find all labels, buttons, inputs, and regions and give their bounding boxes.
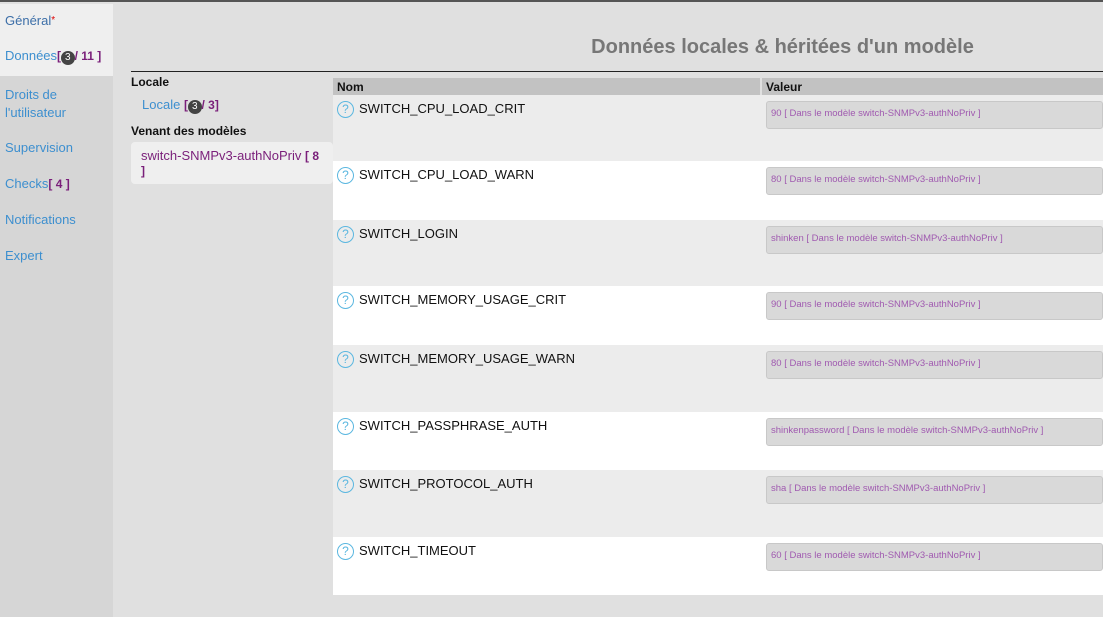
label: Checks [5, 176, 49, 191]
label: Données [5, 48, 58, 63]
value-field[interactable]: sha [ Dans le modèle switch-SNMPv3-authN… [766, 476, 1103, 504]
name-cell: ? SWITCH_CPU_LOAD_CRIT [333, 95, 761, 161]
sidebar-item-donnees[interactable]: Données[3/ 11 ] [5, 48, 102, 65]
help-icon[interactable]: ? [337, 351, 354, 369]
local-link[interactable]: Locale [3/ 3] [142, 97, 219, 114]
value-cell: 60 [ Dans le modèle switch-SNMPv3-authNo… [761, 537, 1103, 595]
label: Général [5, 13, 52, 28]
variable-name: SWITCH_CPU_LOAD_CRIT [359, 101, 526, 116]
value-field[interactable]: 90 [ Dans le modèle switch-SNMPv3-authNo… [766, 292, 1103, 320]
help-icon[interactable]: ? [337, 226, 354, 244]
total: 11 [81, 49, 94, 63]
count-badge: 3 [61, 51, 75, 65]
value-cell: 90 [ Dans le modèle switch-SNMPv3-authNo… [761, 95, 1103, 161]
name-cell: ? SWITCH_PROTOCOL_AUTH [333, 470, 761, 537]
sidebar-item-droits[interactable]: Droits de l'utilisateur [5, 87, 67, 120]
data-table: Nom Valeur ? SWITCH_CPU_LOAD_CRIT 90 [ Dan… [333, 78, 1103, 595]
value-cell: shinken [ Dans le modèle switch-SNMPv3-a… [761, 220, 1103, 286]
count: 8 [312, 149, 320, 163]
help-icon[interactable]: ? [337, 292, 354, 310]
sidebar: Général* Données[3/ 11 ] Droits de l'uti… [0, 4, 113, 617]
sidebar-item-checks[interactable]: Checks[ 4 ] [5, 176, 70, 191]
required-mark: * [51, 15, 56, 26]
value-field[interactable]: 80 [ Dans le modèle switch-SNMPv3-authNo… [766, 167, 1103, 195]
table-row: ? SWITCH_PASSPHRASE_AUTH shinkenpassword [… [333, 412, 1103, 470]
variable-name: SWITCH_PROTOCOL_AUTH [359, 476, 533, 491]
sidebar-item-general[interactable]: Général* [0, 12, 113, 30]
help-icon[interactable]: ? [337, 167, 354, 185]
name-cell: ? SWITCH_MEMORY_USAGE_WARN [333, 345, 761, 412]
variable-name: SWITCH_MEMORY_USAGE_CRIT [359, 292, 567, 307]
value-field[interactable]: 90 [ Dans le modèle switch-SNMPv3-authNo… [766, 101, 1103, 129]
value-cell: 90 [ Dans le modèle switch-SNMPv3-authNo… [761, 286, 1103, 345]
value-field[interactable]: shinken [ Dans le modèle switch-SNMPv3-a… [766, 226, 1103, 254]
help-icon[interactable]: ? [337, 418, 354, 436]
table-row: ? SWITCH_TIMEOUT 60 [ Dans le modèle switc… [333, 537, 1103, 595]
value-field[interactable]: 60 [ Dans le modèle switch-SNMPv3-authNo… [766, 543, 1103, 571]
table-row: ? SWITCH_CPU_LOAD_WARN 80 [ Dans le modèle… [333, 161, 1103, 220]
template-link[interactable]: switch-SNMPv3-authNoPriv [ 8 ] [131, 142, 333, 184]
help-icon[interactable]: ? [337, 543, 354, 561]
variable-name: SWITCH_PASSPHRASE_AUTH [359, 418, 548, 433]
page-title: Données locales & héritées d'un modèle [591, 36, 974, 58]
name-cell: ? SWITCH_CPU_LOAD_WARN [333, 161, 761, 220]
label: Locale [142, 97, 181, 112]
value-cell: sha [ Dans le modèle switch-SNMPv3-authN… [761, 470, 1103, 537]
source-panel: Locale Locale [3/ 3] Venant des modèles … [131, 73, 333, 184]
name-cell: ? SWITCH_LOGIN [333, 220, 761, 286]
variable-name: SWITCH_CPU_LOAD_WARN [359, 167, 535, 182]
label: switch-SNMPv3-authNoPriv [141, 148, 302, 163]
variable-name: SWITCH_LOGIN [359, 226, 458, 241]
table-row: ? SWITCH_MEMORY_USAGE_CRIT 90 [ Dans le mo… [333, 286, 1103, 345]
variable-name: SWITCH_MEMORY_USAGE_WARN [359, 351, 575, 366]
value-field[interactable]: 80 [ Dans le modèle switch-SNMPv3-authNo… [766, 351, 1103, 379]
sidebar-item-supervision[interactable]: Supervision [5, 140, 73, 155]
variable-name: SWITCH_TIMEOUT [359, 543, 476, 558]
templates-heading: Venant des modèles [131, 124, 247, 138]
sidebar-item-notifications[interactable]: Notifications [5, 212, 76, 227]
value-field[interactable]: shinkenpassword [ Dans le modèle switch-… [766, 418, 1103, 446]
table-row: ? SWITCH_PROTOCOL_AUTH sha [ Dans le modèl… [333, 470, 1103, 537]
name-cell: ? SWITCH_TIMEOUT [333, 537, 761, 595]
name-cell: ? SWITCH_MEMORY_USAGE_CRIT [333, 286, 761, 345]
divider [131, 71, 1103, 72]
column-header-name: Nom [333, 78, 761, 95]
count: 4 [55, 177, 63, 191]
help-icon[interactable]: ? [337, 101, 354, 119]
help-icon[interactable]: ? [337, 476, 354, 494]
value-cell: shinkenpassword [ Dans le modèle switch-… [761, 412, 1103, 470]
value-cell: 80 [ Dans le modèle switch-SNMPv3-authNo… [761, 161, 1103, 220]
table-row: ? SWITCH_CPU_LOAD_CRIT 90 [ Dans le modèle… [333, 95, 1103, 161]
total: 3 [208, 98, 215, 112]
name-cell: ? SWITCH_PASSPHRASE_AUTH [333, 412, 761, 470]
sidebar-item-expert[interactable]: Expert [5, 248, 43, 263]
count-badge: 3 [187, 100, 202, 114]
local-heading: Locale [131, 75, 170, 89]
column-header-value: Valeur [760, 78, 1103, 95]
value-cell: 80 [ Dans le modèle switch-SNMPv3-authNo… [761, 345, 1103, 412]
table-row: ? SWITCH_LOGIN shinken [ Dans le modèle sw… [333, 220, 1103, 286]
table-row: ? SWITCH_MEMORY_USAGE_WARN 80 [ Dans le mo… [333, 345, 1103, 412]
